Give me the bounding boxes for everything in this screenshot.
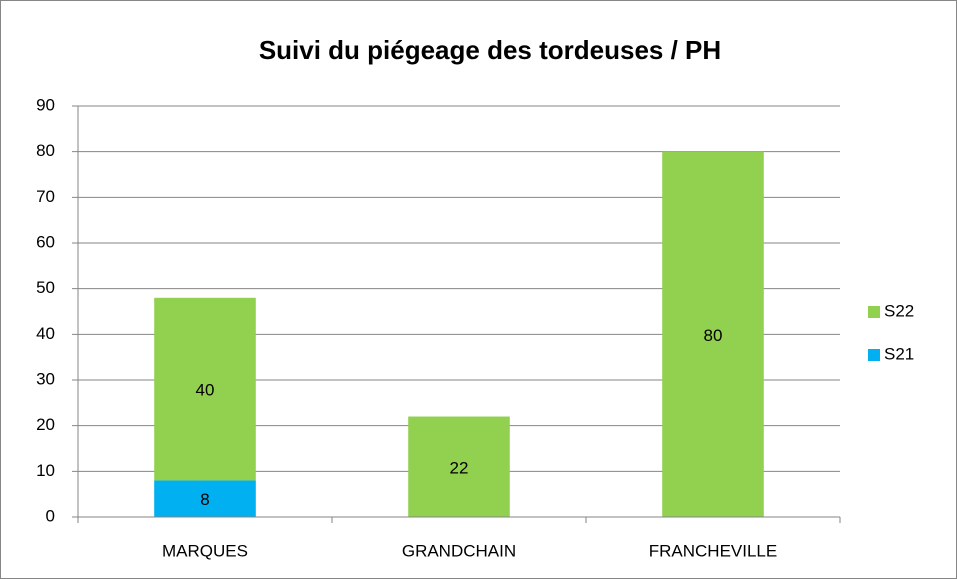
x-tick-label: FRANCHEVILLE [649, 541, 777, 560]
chart-title: Suivi du piégeage des tordeuses / PH [259, 35, 721, 65]
data-label: 8 [200, 490, 209, 509]
data-label: 80 [704, 326, 723, 345]
legend-label: S22 [884, 301, 914, 320]
y-tick-label: 0 [46, 506, 55, 525]
x-tick-label: GRANDCHAIN [402, 541, 516, 560]
y-tick-label: 40 [36, 324, 55, 343]
y-tick-label: 70 [36, 187, 55, 206]
y-tick-label: 50 [36, 278, 55, 297]
y-tick-label: 80 [36, 141, 55, 160]
bar-segment [154, 480, 256, 517]
data-label: 22 [450, 458, 469, 477]
bar-segment [408, 416, 510, 517]
legend-label: S21 [884, 344, 914, 363]
legend-swatch [868, 306, 880, 318]
bar-segment [662, 151, 764, 517]
data-label: 40 [196, 381, 215, 400]
y-tick-label: 10 [36, 461, 55, 480]
y-tick-label: 20 [36, 415, 55, 434]
y-tick-label: 60 [36, 232, 55, 251]
bar-segment [154, 297, 256, 481]
legend-swatch [868, 349, 880, 361]
y-tick-label: 90 [36, 95, 55, 114]
y-tick-label: 30 [36, 369, 55, 388]
x-tick-label: MARQUES [162, 541, 248, 560]
